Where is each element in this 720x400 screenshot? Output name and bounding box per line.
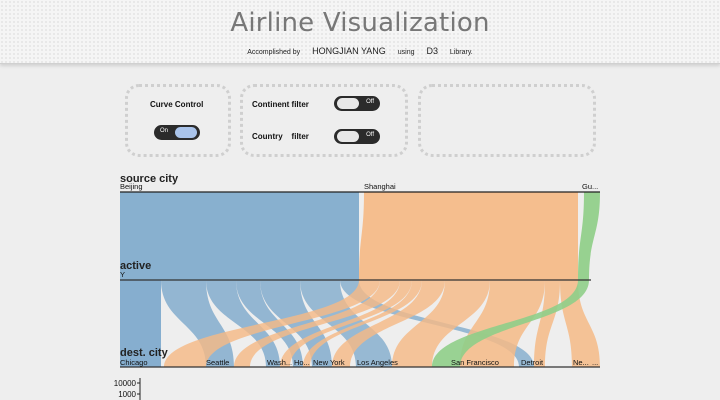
toggle-knob: [175, 127, 197, 138]
category-label-los-angeles[interactable]: Los Angeles: [357, 358, 398, 367]
category-label-beijing[interactable]: Beijing: [120, 182, 143, 191]
category-label-wash[interactable]: Wash...: [267, 358, 292, 367]
labels-group: source city active dest. city Beijing Shangh…: [120, 173, 598, 367]
category-label-chicago[interactable]: Chicago: [120, 358, 148, 367]
curve-control-label: Curve Control: [150, 100, 204, 109]
scale-tick-label: 10000: [114, 379, 137, 388]
ribbons-group: [120, 192, 600, 367]
category-label-y[interactable]: Y: [120, 270, 125, 279]
author-name: HONGJIAN YANG: [312, 46, 386, 56]
ribbon-destination[interactable]: [120, 280, 161, 367]
credit-suffix: Library.: [449, 49, 473, 56]
ribbon-source[interactable]: [120, 192, 359, 280]
page-header: Airline Visualization Accomplished by HO…: [0, 0, 720, 64]
category-label-san-francisco[interactable]: San Francisco: [451, 358, 499, 367]
ribbon-destination[interactable]: [234, 280, 400, 367]
toggle-knob: [337, 131, 359, 142]
filter-panel: Continent filter Off Country filter Off: [240, 84, 408, 157]
curve-toggle-text: On: [160, 128, 169, 134]
ribbon-source[interactable]: [578, 192, 600, 280]
page-title: Airline Visualization: [230, 8, 490, 38]
dimension-title-dest-city: dest. city: [120, 347, 169, 359]
ribbon-destination[interactable]: [392, 280, 490, 367]
continent-toggle-text: Off: [366, 99, 374, 105]
curve-control-panel: Curve Control On: [125, 84, 231, 157]
credit-prefix: Accomplished by: [247, 49, 301, 56]
category-label-seattle[interactable]: Seattle: [206, 358, 229, 367]
empty-panel: [418, 84, 596, 157]
curve-control-toggle[interactable]: On: [154, 125, 200, 140]
axes-group: [120, 191, 600, 368]
continent-filter-label: Continent filter: [252, 100, 309, 109]
category-label-ne[interactable]: Ne...: [573, 358, 589, 367]
ribbon-destination[interactable]: [332, 280, 445, 367]
credit-line: Accomplished by HONGJIAN YANG using D3 L…: [0, 46, 720, 56]
ribbon-destination[interactable]: [432, 280, 589, 367]
scale-legend: 10000 1000: [114, 378, 141, 400]
ribbon-destination[interactable]: [164, 280, 380, 367]
scale-tick-label: 1000: [118, 390, 136, 399]
category-label-shanghai[interactable]: Shanghai: [364, 182, 396, 191]
ribbon-destination[interactable]: [280, 280, 412, 367]
ribbon-destination[interactable]: [260, 280, 332, 367]
continent-filter-toggle[interactable]: Off: [334, 96, 380, 111]
ribbon-source[interactable]: [359, 192, 578, 280]
category-label-gu[interactable]: Gu...: [582, 182, 598, 191]
dimension-title-source-city: source city: [120, 173, 179, 185]
category-label-new-york[interactable]: New York: [313, 358, 345, 367]
country-toggle-text: Off: [366, 132, 374, 138]
country-filter-label: Country filter: [252, 132, 309, 141]
category-label-ho[interactable]: Ho...: [294, 358, 310, 367]
ribbon-destination[interactable]: [534, 280, 560, 367]
dimension-title-active: active: [120, 260, 151, 272]
ribbon-destination[interactable]: [303, 280, 422, 367]
ribbon-destination[interactable]: [460, 280, 545, 367]
toggle-knob: [337, 98, 359, 109]
library-name: D3: [426, 46, 438, 56]
credit-using: using: [397, 49, 415, 56]
category-label-detroit[interactable]: Detroit: [521, 358, 544, 367]
parallel-sets-chart: source city active dest. city Beijing Shangh…: [120, 173, 600, 368]
category-label-item[interactable]: ...: [592, 358, 598, 367]
country-filter-toggle[interactable]: Off: [334, 129, 380, 144]
